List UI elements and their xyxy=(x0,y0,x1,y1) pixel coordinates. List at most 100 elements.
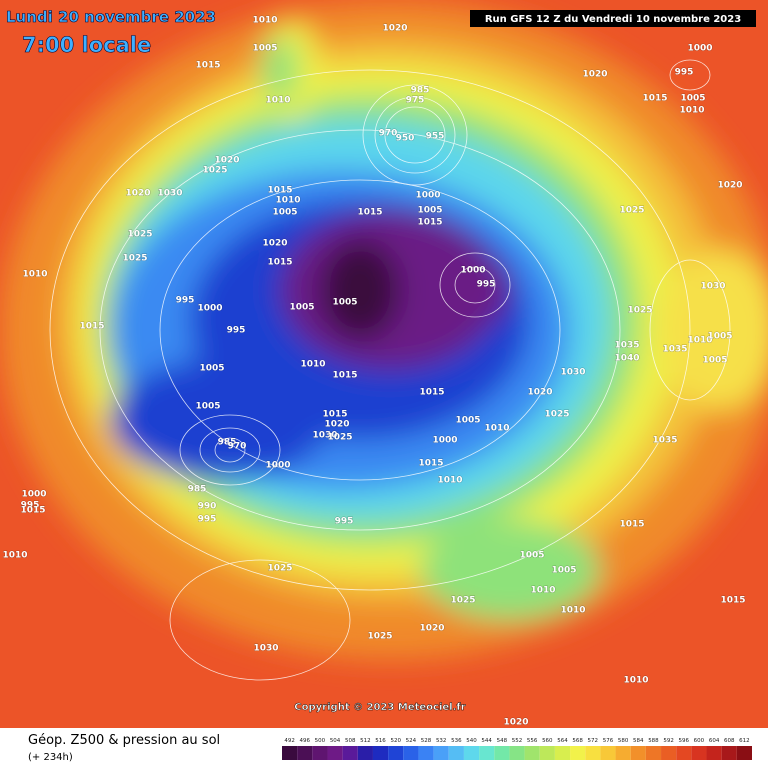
legend-swatch xyxy=(463,746,480,760)
legend-label: 520 xyxy=(390,738,401,744)
isobar-label: 1005 xyxy=(289,303,314,313)
legend-swatch xyxy=(691,746,707,760)
legend-swatch xyxy=(509,746,525,760)
isobar-label: 1025 xyxy=(327,433,352,443)
legend-label: 568 xyxy=(572,738,583,744)
legend-swatch xyxy=(418,746,434,760)
isobar-label: 1005 xyxy=(252,44,277,54)
isobar-label: 1005 xyxy=(195,402,220,412)
isobar-label: 1025 xyxy=(450,596,475,606)
isobar-label: 1030 xyxy=(312,431,337,441)
isobar-label: 1015 xyxy=(417,218,442,228)
isobar-label: 1025 xyxy=(122,254,147,264)
isobar-label: 1020 xyxy=(582,70,607,80)
legend-swatch xyxy=(342,746,358,760)
isobar-label: 995 xyxy=(335,517,354,527)
run-banner xyxy=(470,10,756,27)
isobar-label: 1010 xyxy=(679,106,704,116)
isobar-label: 1025 xyxy=(544,410,569,420)
isobars xyxy=(49,59,731,681)
legend-swatch xyxy=(357,746,373,760)
legend-swatch xyxy=(630,746,646,760)
legend-label: 612 xyxy=(739,738,750,744)
isobar-label: 1005 xyxy=(680,94,705,104)
legend-label: 536 xyxy=(451,738,462,744)
isobar-label: 990 xyxy=(198,502,217,512)
isobar-label: 1015 xyxy=(195,61,220,71)
legend-label: 540 xyxy=(466,738,477,744)
isobar-label: 1010 xyxy=(2,551,27,561)
isobar-label: 1020 xyxy=(262,239,287,249)
isobar-label: 1010 xyxy=(560,606,585,616)
run-info: Run GFS 12 Z du Vendredi 10 novembre 202… xyxy=(485,14,741,25)
isobar-label: 1025 xyxy=(627,306,652,316)
isobar-label: 1000 xyxy=(415,191,440,201)
isobar-label: 1010 xyxy=(484,424,509,434)
copyright: Copyright © 2023 Meteociel.fr xyxy=(294,702,465,713)
isobar-label: 1020 xyxy=(527,388,552,398)
legend-swatch xyxy=(706,746,722,760)
isobar-label: 1015 xyxy=(332,371,357,381)
isobar-label: 995 xyxy=(477,280,496,290)
legend-swatch xyxy=(645,746,662,760)
isobar-label: 1020 xyxy=(324,420,349,430)
isobar-label: 1020 xyxy=(503,718,528,728)
legend-swatch xyxy=(388,746,404,760)
isobar-label: 1005 xyxy=(455,416,480,426)
legend-label: 492 xyxy=(284,738,295,744)
legend-label: 508 xyxy=(345,738,356,744)
isobar-label: 1020 xyxy=(382,24,407,34)
legend-label: 504 xyxy=(330,738,341,744)
isobar-label: 1005 xyxy=(272,208,297,218)
isobar-label: 1030 xyxy=(157,189,182,199)
isobar-label: 1000 xyxy=(21,490,46,500)
isobar-label: 1020 xyxy=(125,189,150,199)
isobar-label: 1005 xyxy=(199,364,224,374)
legend-label: 552 xyxy=(512,738,523,744)
legend-label: 596 xyxy=(679,738,690,744)
legend-swatch xyxy=(524,746,540,760)
isobar-label: 1030 xyxy=(700,282,725,292)
isobar-label: 1030 xyxy=(253,644,278,654)
isobar-labels: 1010 1005 1010 1020 1015 1020 1000 995 1005 1015 1… xyxy=(2,15,746,728)
isobar-label: 1020 xyxy=(717,181,742,191)
isobar-label: 955 xyxy=(426,132,445,142)
field: Lundi 20 novembre 2023 7:00 locale Run G… xyxy=(0,0,768,728)
legend-label: 512 xyxy=(360,738,371,744)
legend-swatch xyxy=(539,746,555,760)
isobar-label: 1030 xyxy=(560,368,585,378)
isobar-label: 995 xyxy=(176,296,195,306)
isobar-label: 1010 xyxy=(252,16,277,26)
isobar-label: 985 xyxy=(411,86,430,96)
legend-swatch xyxy=(372,746,389,760)
legend-label: 500 xyxy=(315,738,326,744)
isobar-label: 1015 xyxy=(357,208,382,218)
isobar-label: 1035 xyxy=(614,341,639,351)
lead-time: (+ 234h) xyxy=(28,752,73,763)
isobar-label: 1015 xyxy=(20,506,45,516)
legend-swatch xyxy=(615,746,631,760)
isobar-label: 975 xyxy=(406,96,425,106)
local-time: 7:00 locale xyxy=(22,33,151,57)
isobar-label: 1040 xyxy=(614,354,639,364)
legend-swatch xyxy=(570,746,586,760)
legend-label: 600 xyxy=(694,738,705,744)
footer-title: Géop. Z500 & pression au sol xyxy=(28,733,220,748)
legend-label: 496 xyxy=(299,738,310,744)
legend-swatch xyxy=(479,746,495,760)
isobar-label: 1010 xyxy=(265,96,290,106)
legend-swatch xyxy=(433,746,449,760)
legend-label: 524 xyxy=(406,738,417,744)
legend-label: 580 xyxy=(618,738,629,744)
isobar-label: 1020 xyxy=(419,624,444,634)
isobar-label: 1015 xyxy=(267,258,292,268)
isobar-label: 1010 xyxy=(530,586,555,596)
isobar-label: 985 xyxy=(218,438,237,448)
isobar-label: 1025 xyxy=(367,632,392,642)
isobar-label: 1025 xyxy=(267,564,292,574)
isobar-label: 950 xyxy=(396,134,415,144)
isobar-label: 1015 xyxy=(720,596,745,606)
legend-swatch xyxy=(282,746,298,760)
legend-label: 516 xyxy=(375,738,386,744)
